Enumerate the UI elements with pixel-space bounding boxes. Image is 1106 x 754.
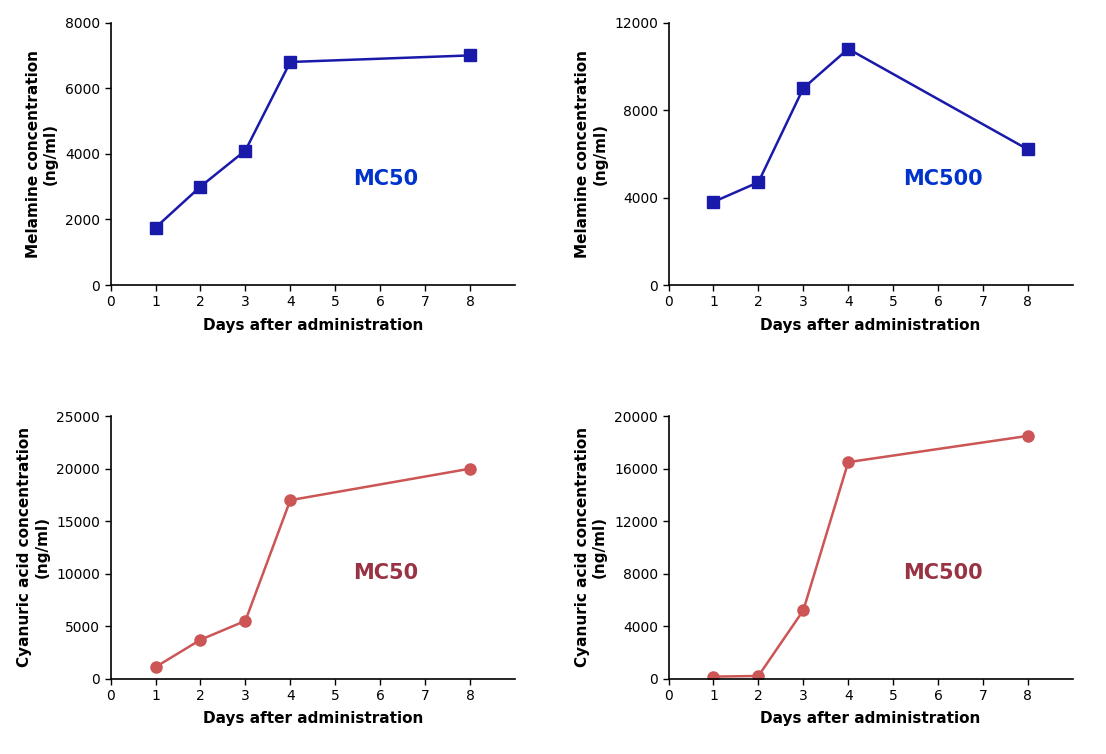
Text: MC500: MC500	[902, 563, 982, 583]
Y-axis label: Cyanuric acid concentration
(ng/ml): Cyanuric acid concentration (ng/ml)	[575, 428, 607, 667]
Y-axis label: Melamine concentration
(ng/ml): Melamine concentration (ng/ml)	[25, 50, 59, 258]
Y-axis label: Cyanuric acid concentration
(ng/ml): Cyanuric acid concentration (ng/ml)	[17, 428, 50, 667]
X-axis label: Days after administration: Days after administration	[761, 711, 981, 726]
Text: MC500: MC500	[902, 170, 982, 189]
X-axis label: Days after administration: Days after administration	[761, 317, 981, 333]
Y-axis label: Melamine concentration
(ng/ml): Melamine concentration (ng/ml)	[575, 50, 607, 258]
X-axis label: Days after administration: Days after administration	[202, 711, 422, 726]
Text: MC50: MC50	[353, 170, 418, 189]
Text: MC50: MC50	[353, 563, 418, 583]
X-axis label: Days after administration: Days after administration	[202, 317, 422, 333]
